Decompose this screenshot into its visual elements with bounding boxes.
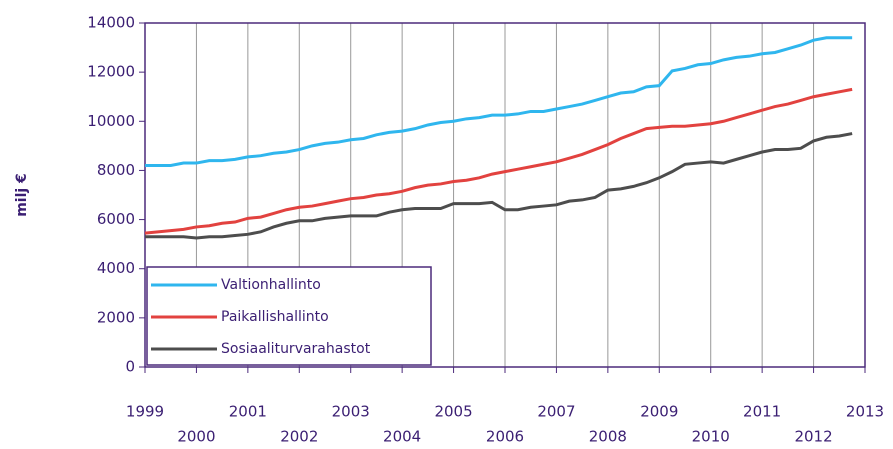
- y-tick-label: 12000: [87, 63, 135, 81]
- x-tick-label: 2008: [589, 428, 627, 446]
- x-tick-label: 2000: [177, 428, 215, 446]
- x-tick-label: 2011: [743, 403, 781, 421]
- x-tick-label: 2005: [434, 403, 472, 421]
- x-tick-label: 2012: [794, 428, 832, 446]
- x-tick-label: 1999: [126, 403, 164, 421]
- legend-label: Paikallishallinto: [221, 309, 329, 325]
- x-tick-label: 2007: [537, 403, 575, 421]
- y-tick-label: 8000: [97, 161, 135, 179]
- y-tick-label: 4000: [97, 259, 135, 277]
- line-series: [145, 132, 853, 240]
- x-tick-label: 2010: [692, 428, 730, 446]
- x-tick-label: 2013: [846, 403, 884, 421]
- line-series: [144, 87, 853, 235]
- plot-frame: [144, 22, 866, 368]
- y-tick-label: 6000: [97, 210, 135, 228]
- x-tick-label: 2003: [332, 403, 370, 421]
- x-tick-label: 2004: [383, 428, 421, 446]
- x-tick-label: 2001: [229, 403, 267, 421]
- x-tick-label: 2009: [640, 403, 678, 421]
- x-tick-label: 2002: [280, 428, 318, 446]
- legend-label: Sosiaaliturvarahastot: [221, 341, 371, 357]
- y-tick-label: 0: [125, 358, 135, 376]
- line-series: [145, 36, 853, 168]
- y-axis-label: milj €: [14, 173, 30, 217]
- y-tick-label: 14000: [87, 14, 135, 32]
- y-tick-label: 2000: [97, 308, 135, 326]
- x-tick-label: 2006: [486, 428, 524, 446]
- legend-label: Valtionhallinto: [221, 277, 321, 293]
- y-tick-label: 10000: [87, 112, 135, 130]
